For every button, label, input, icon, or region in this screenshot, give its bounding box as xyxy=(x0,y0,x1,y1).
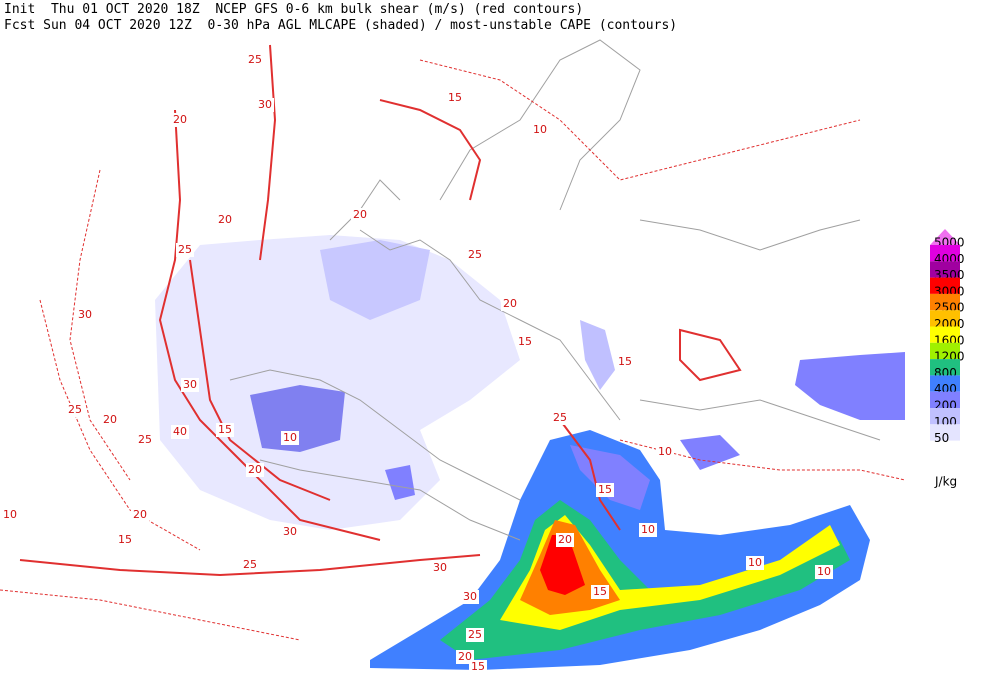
contour-label-box xyxy=(616,355,634,369)
contour-label-box xyxy=(815,565,833,579)
contour-label-box xyxy=(656,445,674,459)
contour-label: 20 xyxy=(503,297,517,310)
contour-label: 10 xyxy=(283,431,297,444)
colorbar-triangle xyxy=(930,229,960,245)
colorbar-units: J/kg xyxy=(934,475,957,489)
contour-label-box xyxy=(176,243,194,257)
colorbar-box xyxy=(930,342,960,360)
contour-label-box xyxy=(431,561,449,575)
header-line: Fcst Sun 04 OCT 2020 12Z 0-30 hPa AGL ML… xyxy=(4,18,677,33)
contour-label: 30 xyxy=(283,525,297,538)
contour-label: 15 xyxy=(218,423,232,436)
contour-label: 10 xyxy=(641,523,655,536)
contour-label-box xyxy=(531,123,549,137)
contour-label: 30 xyxy=(258,98,272,111)
contour-label-box xyxy=(639,523,657,537)
contour-label-box xyxy=(446,91,464,105)
colorbar-label: 50 xyxy=(934,431,949,445)
contour-label: 30 xyxy=(183,378,197,391)
contour-label-box xyxy=(131,508,149,522)
colorbar-box xyxy=(930,326,960,343)
contour-label: 30 xyxy=(78,308,92,321)
contour-label: 15 xyxy=(598,483,612,496)
contour-label: 25 xyxy=(178,243,192,256)
contour-label-box xyxy=(281,525,299,539)
contour-label-box xyxy=(76,308,94,322)
contour-label: 20 xyxy=(558,533,572,546)
contour-label: 25 xyxy=(248,53,262,66)
contour-label: 15 xyxy=(593,585,607,598)
contour-label: 25 xyxy=(138,433,152,446)
contour-label: 20 xyxy=(103,413,117,426)
contour-label: 25 xyxy=(553,411,567,424)
contour-label: 25 xyxy=(243,558,257,571)
contour-label-box xyxy=(246,463,264,477)
contour-label-box xyxy=(66,403,84,417)
contour-label-box xyxy=(216,423,234,437)
contour-label: 30 xyxy=(463,590,477,603)
contour-label-box xyxy=(466,628,484,642)
contour-label-box xyxy=(551,411,569,425)
contour-label-box xyxy=(596,483,614,497)
colorbar-box xyxy=(930,261,960,278)
shear-contours xyxy=(0,44,906,641)
contour-label-box xyxy=(556,533,574,547)
contour-label: 20 xyxy=(458,650,472,663)
contour-label: 15 xyxy=(118,533,132,546)
contour-label: 20 xyxy=(173,113,187,126)
colorbar-box xyxy=(930,293,960,311)
contour-label: 15 xyxy=(448,91,462,104)
contour-label-box xyxy=(501,297,519,311)
contour-label: 25 xyxy=(468,248,482,261)
contour-label-box xyxy=(101,413,119,427)
contour-label-box xyxy=(746,556,764,570)
coastlines xyxy=(229,39,881,541)
colorbar-box xyxy=(930,245,960,262)
colorbar-box xyxy=(930,424,960,441)
contour-label-box xyxy=(591,585,609,599)
contour-label-box xyxy=(181,378,199,392)
cape-shading xyxy=(155,235,905,670)
contour-label-box xyxy=(171,425,189,439)
contour-label: 20 xyxy=(353,208,367,221)
colorbar-box xyxy=(930,391,960,408)
contour-label-box xyxy=(281,431,299,445)
colorbar-box xyxy=(930,375,960,392)
contour-label: 10 xyxy=(817,565,831,578)
contour-label: 10 xyxy=(748,556,762,569)
header-line: Init Thu 01 OCT 2020 18Z NCEP GFS 0-6 km… xyxy=(4,2,583,17)
contour-label: 10 xyxy=(3,508,17,521)
contour-label-box xyxy=(351,208,369,222)
contour-label: 30 xyxy=(433,561,447,574)
contour-label: 40 xyxy=(173,425,187,438)
contour-label: 10 xyxy=(658,445,672,458)
contour-label: 10 xyxy=(533,123,547,136)
contour-label: 25 xyxy=(468,628,482,641)
contour-label-box xyxy=(516,335,534,349)
contour-label: 20 xyxy=(133,508,147,521)
colorbar-box xyxy=(930,359,960,376)
colorbar-box xyxy=(930,310,960,327)
contour-label: 25 xyxy=(68,403,82,416)
contour-label: 20 xyxy=(248,463,262,476)
contour-label-box xyxy=(171,113,189,127)
contour-label: 20 xyxy=(218,213,232,226)
colorbar-box xyxy=(930,408,960,425)
contour-label-box xyxy=(136,433,154,447)
contour-label-box xyxy=(466,248,484,262)
contour-label-box xyxy=(1,508,19,522)
contour-label-box xyxy=(256,98,274,112)
contour-label-box xyxy=(461,590,479,604)
contour-label-box xyxy=(241,558,259,572)
contour-label: 15 xyxy=(618,355,632,368)
contour-label-box xyxy=(246,53,264,67)
colorbar-box xyxy=(930,277,960,294)
contour-label-box xyxy=(469,660,487,674)
contour-label-box xyxy=(216,213,234,227)
contour-label: 15 xyxy=(518,335,532,348)
contour-label: 15 xyxy=(471,660,485,673)
contour-label-box xyxy=(116,533,134,547)
